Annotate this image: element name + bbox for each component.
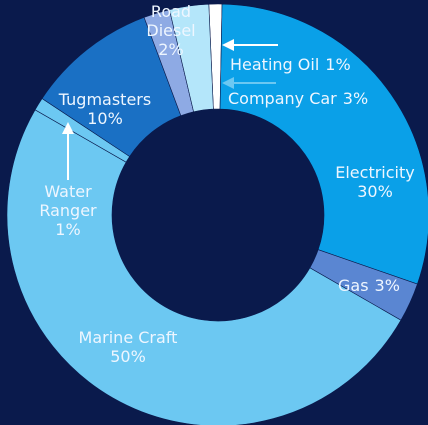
label-name: Water Ranger: [39, 182, 97, 220]
label-name: Marine Craft: [78, 328, 178, 347]
label: Water Ranger 1%: [28, 182, 108, 239]
label-value: 50%: [110, 347, 146, 366]
label-name: Road Diesel: [146, 2, 196, 40]
label-value: 1%: [55, 220, 81, 239]
arrow-head: [62, 122, 74, 134]
label: Electricity 30%: [325, 163, 425, 201]
arrow-head: [222, 39, 234, 51]
label-value: 3%: [374, 276, 400, 295]
label-name: Company Car: [228, 89, 337, 108]
label: Company Car 3%: [228, 89, 368, 108]
label-name: Heating Oil: [230, 55, 320, 74]
slice: [219, 3, 428, 285]
label: Gas 3%: [338, 276, 400, 295]
label-value: 10%: [87, 109, 123, 128]
label-name: Electricity: [335, 163, 415, 182]
label-value: 30%: [357, 182, 393, 201]
slice: [6, 109, 402, 425]
label-value: 2%: [158, 40, 184, 59]
label-name: Gas: [338, 276, 369, 295]
arrow-head: [222, 77, 234, 89]
label-value: 1%: [325, 55, 351, 74]
label: Marine Craft 50%: [68, 328, 188, 366]
label: Heating Oil 1%: [230, 55, 351, 74]
label: Road Diesel 2%: [132, 2, 210, 59]
label-name: Tugmasters: [58, 90, 152, 109]
label-value: 3%: [342, 89, 369, 108]
label: Tugmasters 10%: [55, 90, 155, 128]
slice: [169, 3, 214, 113]
